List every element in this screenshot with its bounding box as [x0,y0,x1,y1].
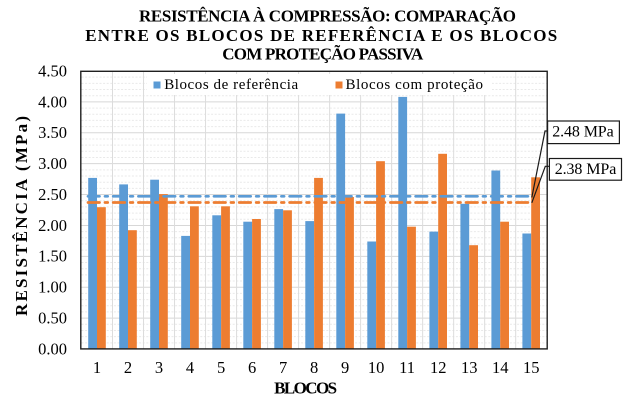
svg-text:2.48 MPa: 2.48 MPa [552,124,613,141]
svg-text:0.50: 0.50 [38,309,67,328]
svg-text:1: 1 [93,358,101,377]
svg-text:2: 2 [124,358,132,377]
svg-text:9: 9 [341,358,349,377]
svg-text:6: 6 [248,358,256,377]
svg-text:ENTRE OS BLOCOS DE REFERÊNCIA: ENTRE OS BLOCOS DE REFERÊNCIA E OS BLOCO… [85,26,557,45]
svg-text:7: 7 [279,358,287,377]
svg-text:2.00: 2.00 [38,216,67,235]
svg-text:3.00: 3.00 [38,154,67,173]
svg-text:4.00: 4.00 [38,92,67,111]
svg-text:4.50: 4.50 [38,61,67,80]
svg-text:1.00: 1.00 [38,278,67,297]
svg-text:0.00: 0.00 [38,339,67,358]
svg-text:8: 8 [310,358,318,377]
svg-text:1.50: 1.50 [38,247,67,266]
svg-text:3: 3 [155,358,163,377]
svg-text:4: 4 [186,358,194,377]
svg-text:10: 10 [368,358,385,377]
svg-text:Blocos com proteção: Blocos com proteção [346,77,484,93]
svg-text:14: 14 [492,358,509,377]
svg-text:11: 11 [399,358,415,377]
svg-text:BLOCOS: BLOCOS [274,379,337,398]
svg-text:13: 13 [461,358,478,377]
svg-text:COM PROTEÇÃO PASSIVA: COM PROTEÇÃO PASSIVA [222,45,424,64]
svg-text:2.38 MPa: 2.38 MPa [555,161,617,178]
svg-text:12: 12 [430,358,447,377]
svg-text:Blocos de referência: Blocos de referência [164,77,298,93]
svg-text:RESISTÊNCIA À COMPRESSÃO: COMP: RESISTÊNCIA À COMPRESSÃO: COMPARAÇÃO [139,7,516,26]
svg-text:3.50: 3.50 [38,123,67,142]
svg-text:2.50: 2.50 [38,185,67,204]
svg-text:15: 15 [523,358,540,377]
svg-text:5: 5 [217,358,225,377]
